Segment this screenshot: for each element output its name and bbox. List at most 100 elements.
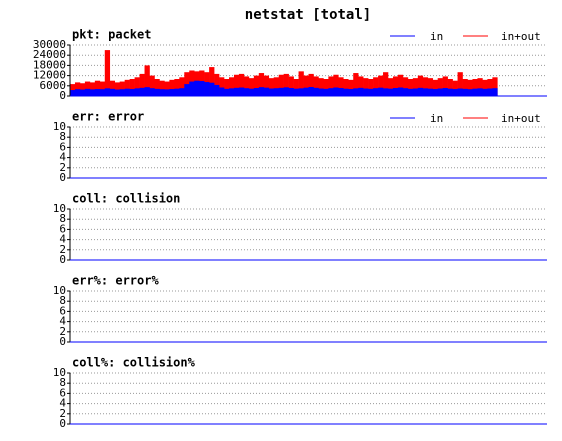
bar <box>169 79 175 96</box>
bar <box>388 88 394 96</box>
bar <box>313 87 319 96</box>
bar <box>368 79 374 96</box>
bar <box>333 87 339 96</box>
y-tick-label: 30000 <box>33 38 66 51</box>
bar <box>373 77 379 96</box>
bar <box>343 88 349 96</box>
bar <box>134 77 140 96</box>
bar <box>263 87 270 96</box>
bar <box>258 87 265 96</box>
y-tick-label: 10 <box>53 202 66 215</box>
y-tick-label: 8 <box>59 294 66 307</box>
y-tick-label: 8 <box>59 212 66 225</box>
bar <box>139 73 145 96</box>
bar <box>129 79 135 96</box>
bar <box>318 78 324 96</box>
page-title: netstat [total] <box>245 7 371 23</box>
bar <box>397 87 404 96</box>
bar <box>288 88 294 96</box>
bar <box>492 77 498 96</box>
y-tick-label: 8 <box>59 130 66 143</box>
bar <box>283 87 289 96</box>
bar <box>84 88 91 96</box>
bar <box>293 88 299 96</box>
bar <box>492 88 498 96</box>
y-tick-label: 10 <box>53 120 66 133</box>
panel-title: err: error <box>72 110 144 124</box>
bar <box>442 88 448 96</box>
bar <box>353 73 359 96</box>
bar <box>243 76 250 96</box>
bar <box>487 88 493 96</box>
bar <box>368 88 374 96</box>
y-tick-label: 24000 <box>33 48 66 61</box>
bar <box>278 87 284 96</box>
bar <box>94 89 101 96</box>
bar <box>392 88 399 96</box>
bar <box>467 89 473 96</box>
bar <box>144 65 150 96</box>
y-tick-label: 4 <box>59 151 66 164</box>
bar <box>412 88 419 96</box>
bar <box>109 80 116 96</box>
bar <box>194 80 200 96</box>
bar <box>144 87 150 96</box>
bar <box>70 90 76 96</box>
bar <box>313 76 319 96</box>
bar <box>477 78 483 96</box>
y-tick-label: 6 <box>59 386 66 399</box>
bar <box>358 76 364 96</box>
bar <box>348 79 354 96</box>
bar <box>204 82 210 96</box>
bar <box>84 81 91 96</box>
bar <box>224 88 230 96</box>
bar <box>338 88 344 96</box>
bar <box>119 81 125 96</box>
bar <box>383 72 389 96</box>
bar <box>248 78 255 96</box>
bar <box>74 89 81 96</box>
bar <box>278 74 284 96</box>
bar <box>114 82 120 96</box>
bar <box>164 89 170 96</box>
bar <box>229 88 235 96</box>
bar <box>338 77 344 96</box>
legend-label: in+out <box>501 112 541 125</box>
bar <box>238 73 245 96</box>
bar <box>248 88 255 96</box>
y-tick-label: 6000 <box>40 79 67 92</box>
bar <box>139 87 145 96</box>
panel-title: pkt: packet <box>72 28 151 42</box>
bar <box>383 88 389 96</box>
bar <box>407 88 414 96</box>
bar <box>229 77 235 96</box>
bar <box>447 88 453 96</box>
bar <box>303 87 309 96</box>
bar <box>94 80 101 96</box>
bar <box>487 79 493 96</box>
bar <box>273 77 279 96</box>
bar <box>114 89 120 96</box>
bar <box>388 78 394 96</box>
y-tick-label: 2 <box>59 161 66 174</box>
bar <box>462 79 468 96</box>
bar <box>209 67 215 96</box>
bar <box>422 77 429 96</box>
bar <box>179 88 185 96</box>
bar <box>89 89 96 96</box>
bar <box>447 79 453 96</box>
bar <box>348 89 354 96</box>
bar <box>427 88 434 96</box>
bar <box>402 88 409 96</box>
legend-label: in <box>430 112 443 125</box>
bar <box>363 88 369 96</box>
bar <box>268 88 275 96</box>
bar <box>109 88 116 96</box>
bar <box>99 89 106 96</box>
bar <box>457 88 463 96</box>
bar <box>452 80 458 96</box>
y-tick-label: 4 <box>59 233 66 246</box>
bar <box>243 88 250 96</box>
bar <box>104 50 111 96</box>
bar <box>378 75 384 96</box>
